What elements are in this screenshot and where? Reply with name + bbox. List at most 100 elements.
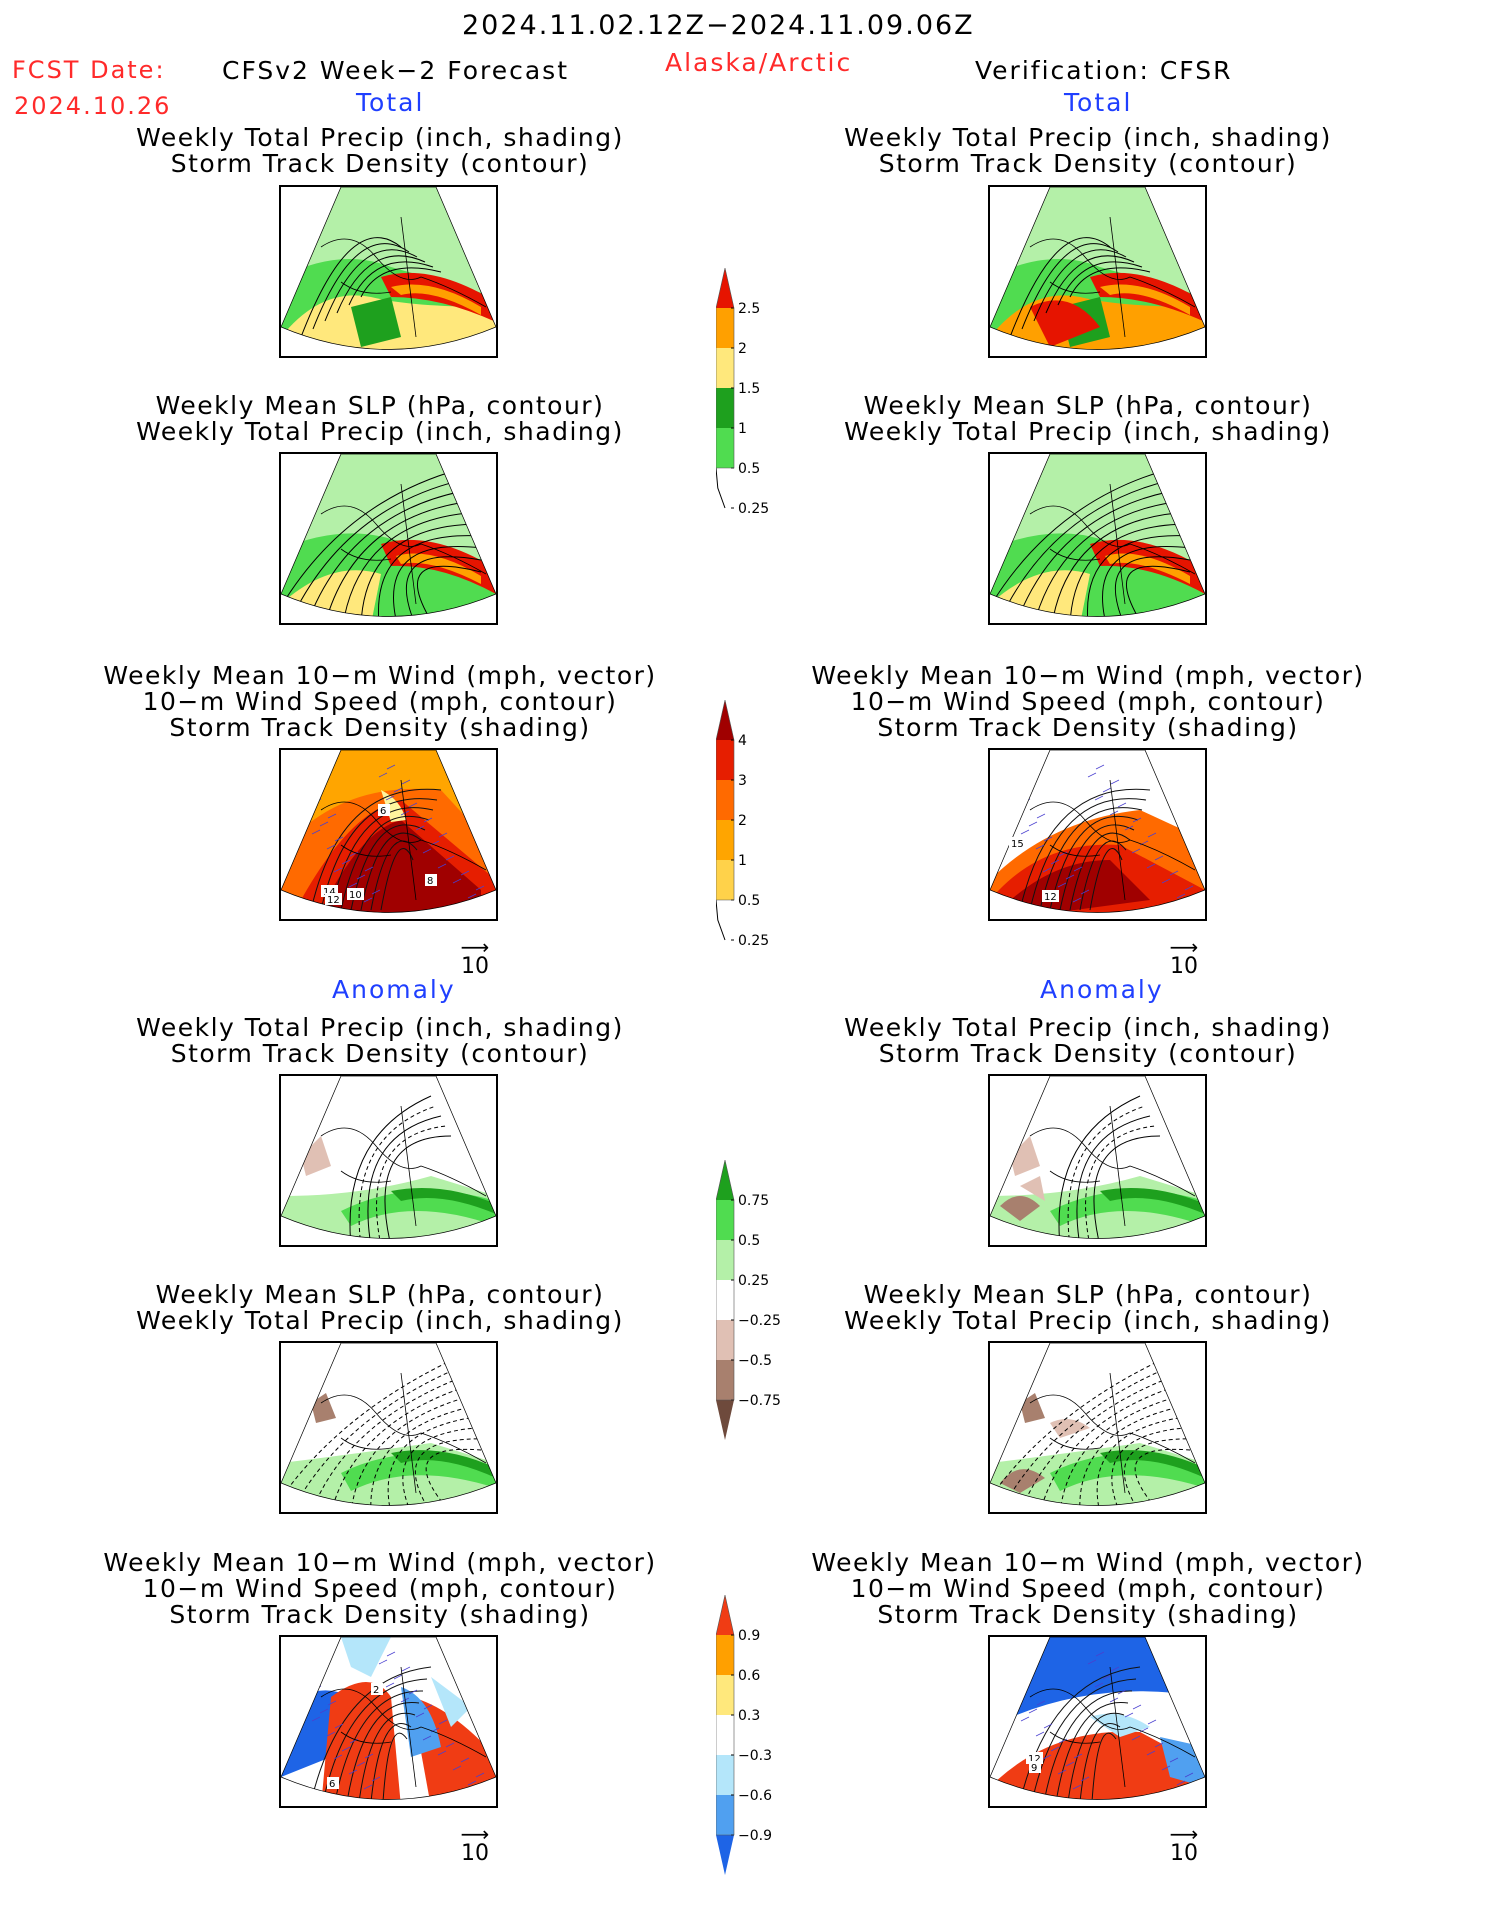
colorbar-svg: 0.9 0.6 0.3 −0.3 −0.6 −0.9 [715,1594,772,1875]
map-domain [281,1095,496,1239]
wind-vector [1168,761,1178,767]
map-domain [281,1637,496,1800]
wind-vector [1057,1769,1067,1775]
map-wind-storm-anom-obs: 12 9 [988,1635,1207,1808]
colorbar-tick-label: 1 [738,853,747,869]
wind-vector [1073,1753,1083,1759]
wind-vector [475,885,485,891]
map-domain [990,1637,1205,1800]
wind-vector [1198,791,1205,797]
wind-vector [1102,787,1112,793]
colorbar-tick-label: 2.5 [738,301,760,317]
colorbar-tick-label: 4 [738,733,747,749]
contour-line [330,807,434,911]
contour-line [1111,1426,1201,1506]
wind-vector [489,791,496,797]
map-svg: 129 [990,1637,1205,1800]
vector-ref-total-fcst: ⟶ 10 [455,937,495,979]
colorbar-tick-label: −0.9 [738,1828,772,1844]
shade-region [1100,1187,1205,1214]
title-precip-storm-anom-fcst: Weekly Total Precip (inch, shading) Storm… [136,1013,624,1068]
fcst-date-label: FCST Date: [12,56,166,84]
colorbar-storm-anom: 0.9 0.6 0.3 −0.3 −0.6 −0.9 [715,1594,806,1899]
map-svg [990,187,1205,350]
svg-text:6: 6 [329,1779,335,1790]
wind-vector [1117,802,1127,808]
colorbar-tick-label: 0.25 [738,501,769,517]
wind-vector [1057,882,1067,888]
map-domain [990,187,1205,350]
map-domain [990,750,1205,913]
contour-line [348,261,434,306]
map-slp-precip-fcst [279,452,498,625]
wind-vector [297,783,307,789]
wind-vector [326,844,336,850]
shade-region [1030,300,1100,347]
colorbar-cell [716,740,734,780]
coastline [320,216,487,338]
contour-line [1039,807,1143,911]
contour-line [370,1402,492,1506]
wind-vector [482,1655,492,1661]
svg-text:12: 12 [1028,1754,1041,1765]
wind-vector [371,889,381,895]
shade-region [1100,1450,1205,1478]
wind-vector [348,1769,358,1775]
contour-line [1102,546,1191,617]
title-precip-storm-fcst: Weekly Total Precip (inch, shading) Storm… [136,123,624,178]
shade-region [1105,553,1190,584]
shade-region [311,1393,336,1423]
wind-vector [1058,1738,1068,1744]
wind-vector [364,1753,374,1759]
contour-line [1069,832,1131,911]
wind-vector [1176,893,1186,899]
wind-vector [1065,874,1075,880]
contour-label: 10 [347,888,364,901]
wind-vector [1005,814,1015,820]
shade-region [351,297,401,347]
colorbar-cell [716,1320,734,1360]
shade-region [1100,284,1190,315]
map-boundary [990,750,1205,913]
wind-vector [1094,1682,1104,1688]
contour-line [306,487,482,617]
contour-line [1069,267,1151,298]
colorbar-cell [716,1200,734,1240]
contour-line [312,243,410,330]
wind-vector [304,1693,314,1699]
map-boundary [281,1076,496,1239]
contour-line [370,1723,412,1800]
wind-vector [1042,1754,1052,1760]
coastline [1029,1666,1196,1788]
colorbar-svg: 4 3 2 1 0.5 0.25 [715,699,769,949]
wind-vector [1013,1693,1023,1699]
wind-vector [1058,851,1068,857]
wind-vector [1072,1784,1082,1790]
colorbar-cell [715,899,726,941]
colorbar-tick-label: 0.5 [738,461,760,477]
colorbar-tick-label: 1 [738,421,747,437]
contour-line [1033,249,1127,322]
wind-vector [334,1723,344,1729]
contour-line [1085,1125,1156,1239]
wind-vector [1110,1666,1120,1672]
map-boundary [281,750,496,913]
wind-vector [1191,1655,1201,1661]
coastline [1029,483,1196,605]
coastline [320,483,487,605]
wind-vector [1131,848,1141,854]
contour-line [417,565,482,617]
contour-label: 2 [371,1683,383,1696]
arrow-right-icon: ⟶ [460,1822,490,1846]
wind-vector [474,1663,484,1669]
map-precip-storm-anom-fcst [279,1074,498,1247]
colorbar-svg: 2.5 2 1.5 1 0.5 0.25 [715,267,769,517]
region-title: Alaska/Arctic [665,48,853,77]
contour-line [1091,1732,1117,1800]
contour-line [1067,1105,1146,1239]
contour-line [990,1343,1201,1506]
contour-label: 8 [425,874,437,887]
map-wind-storm-obs: 15 12 [988,748,1207,921]
